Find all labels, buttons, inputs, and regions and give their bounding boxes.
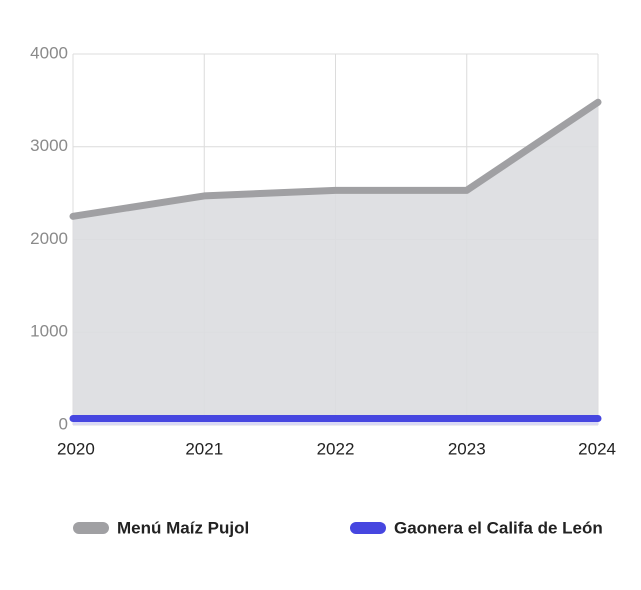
- area: [73, 102, 598, 425]
- legend-label: Gaonera el Califa de León: [394, 518, 603, 537]
- legend-swatch: [350, 522, 386, 534]
- y-tick-label: 2000: [30, 229, 68, 248]
- legend-swatch: [73, 522, 109, 534]
- x-tick-label: 2022: [317, 439, 355, 458]
- y-tick-label: 1000: [30, 322, 68, 341]
- x-tick-label: 2024: [578, 439, 616, 458]
- x-tick-label: 2020: [57, 439, 95, 458]
- x-tick-label: 2021: [185, 439, 223, 458]
- legend-label: Menú Maíz Pujol: [117, 518, 249, 537]
- x-tick-label: 2023: [448, 439, 486, 458]
- y-tick-label: 0: [59, 414, 68, 433]
- line: [69, 98, 602, 220]
- y-tick-label: 3000: [30, 136, 68, 155]
- y-tick-label: 4000: [30, 43, 68, 62]
